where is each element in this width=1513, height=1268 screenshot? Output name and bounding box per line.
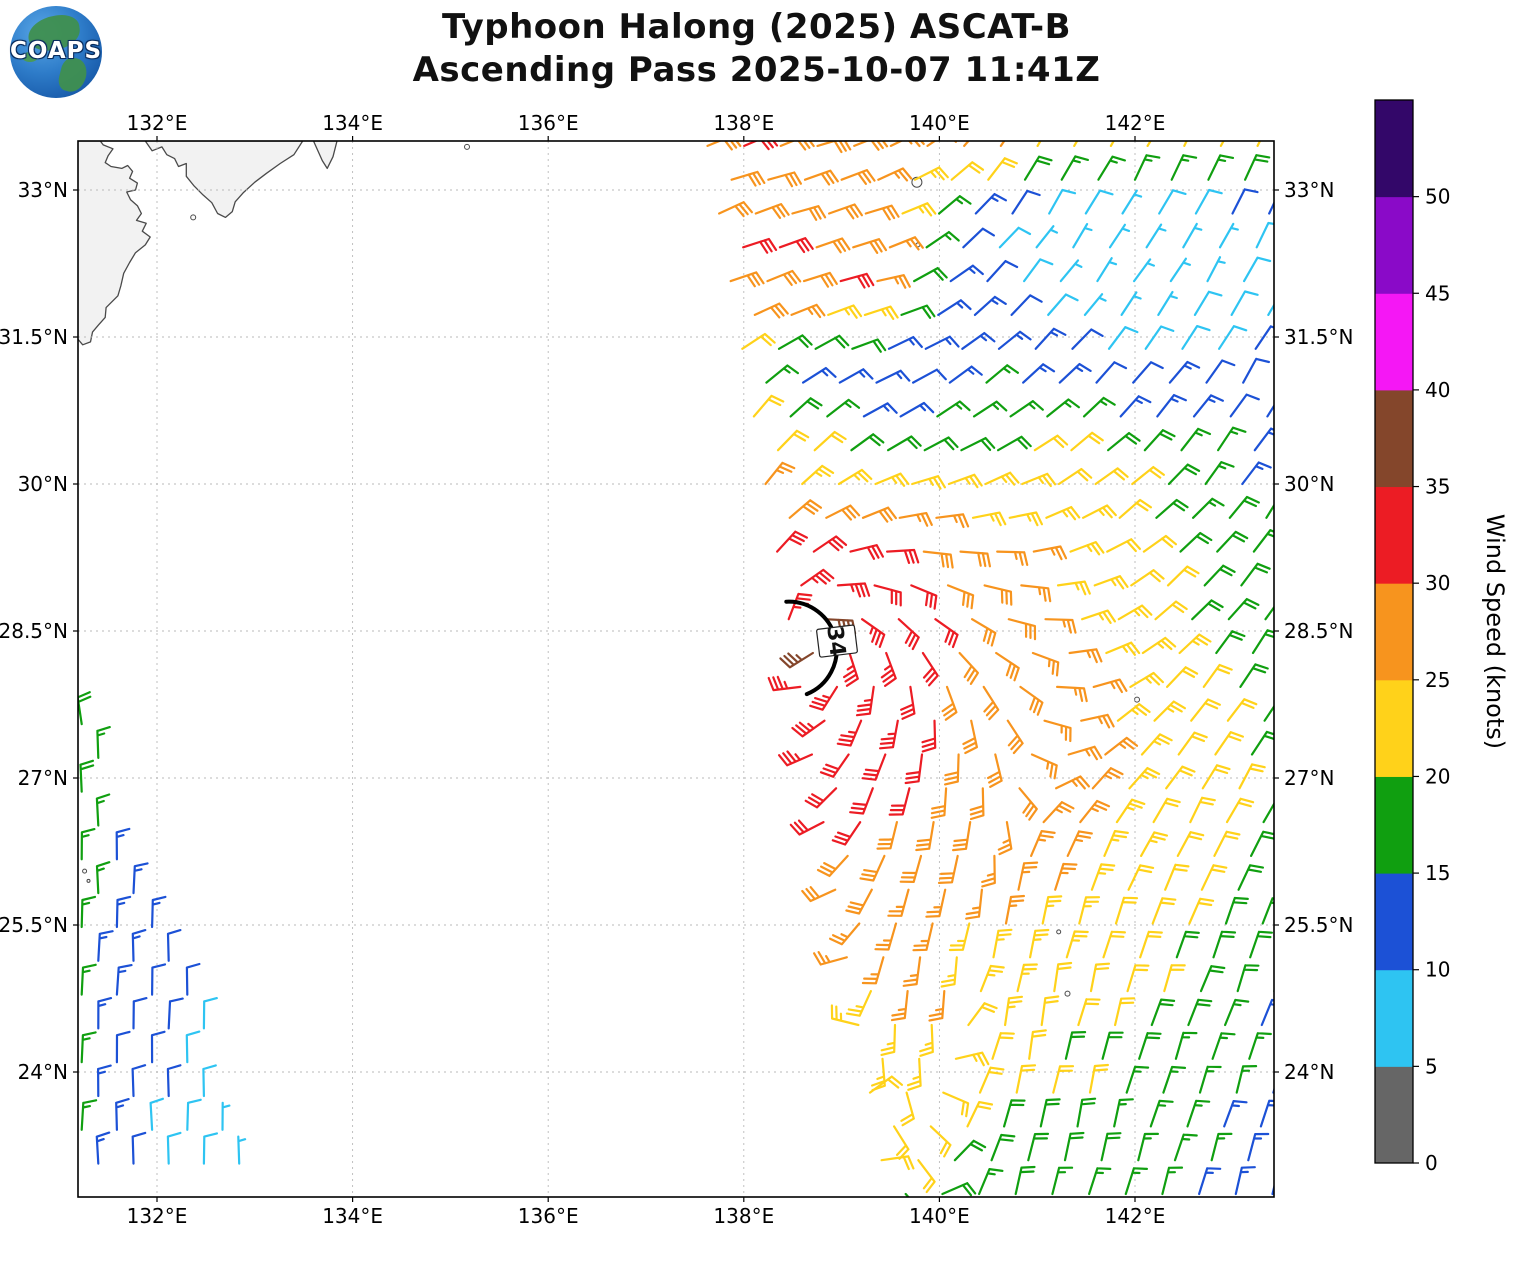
logo-text: COAPS	[10, 38, 103, 64]
colorbar-tick-label: 20	[1425, 764, 1450, 788]
coastline-layer	[78, 141, 1140, 997]
y-tick-label-right: 24°N	[1284, 1060, 1334, 1084]
y-tick-label-right: 31.5°N	[1284, 325, 1354, 349]
x-tick-label-top: 132°E	[127, 111, 188, 135]
y-tick-label-right: 25.5°N	[1284, 913, 1354, 937]
y-tick-label-right: 27°N	[1284, 766, 1334, 790]
axes-layer: 132°E 132°E 134°E 134°E 136°E 136°E 138°E 138°E…	[0, 111, 1354, 1228]
x-tick-label-bottom: 140°E	[909, 1204, 970, 1228]
x-tick-label-top: 134°E	[322, 111, 383, 135]
colorbar-tick-label: 25	[1425, 668, 1450, 692]
colorbar-tick-label: 45	[1425, 281, 1450, 305]
colorbar-tick-label: 5	[1425, 1054, 1438, 1078]
continent-shape	[22, 52, 38, 62]
coaps-logo: COAPS	[10, 6, 102, 98]
x-tick-label-top: 138°E	[713, 111, 774, 135]
x-tick-label-bottom: 134°E	[322, 1204, 383, 1228]
colorbar-tick-label: 30	[1425, 571, 1450, 595]
graticule-layer	[78, 141, 1274, 1197]
y-tick-label-left: 25.5°N	[0, 913, 68, 937]
y-tick-label-left: 28.5°N	[0, 619, 68, 643]
y-tick-label-left: 33°N	[18, 178, 68, 202]
colorbar: 0 5 10 15 20 25 30 35 40 45 50 Wind Speed (knots)	[1374, 99, 1509, 1175]
colorbar-tick-label: 10	[1425, 958, 1450, 982]
colorbar-tick-label: 50	[1425, 185, 1450, 209]
x-tick-label-bottom: 138°E	[713, 1204, 774, 1228]
colorbar-tick-label: 0	[1425, 1151, 1438, 1175]
x-tick-label-top: 142°E	[1105, 111, 1166, 135]
y-tick-label-left: 24°N	[18, 1060, 68, 1084]
y-tick-label-left: 31.5°N	[0, 325, 68, 349]
y-tick-label-right: 30°N	[1284, 472, 1334, 496]
colorbar-tick-label: 35	[1425, 475, 1450, 499]
x-tick-label-top: 140°E	[909, 111, 970, 135]
y-tick-label-right: 33°N	[1284, 178, 1334, 202]
x-tick-label-bottom: 132°E	[127, 1204, 188, 1228]
colorbar-tick-label: 15	[1425, 861, 1450, 885]
x-tick-label-bottom: 136°E	[518, 1204, 579, 1228]
colorbar-tick-label: 40	[1425, 378, 1450, 402]
x-tick-label-top: 136°E	[518, 111, 579, 135]
y-tick-label-left: 27°N	[18, 766, 68, 790]
x-tick-label-bottom: 142°E	[1105, 1204, 1166, 1228]
y-tick-label-left: 30°N	[18, 472, 68, 496]
colorbar-axis-label: Wind Speed (knots)	[1481, 514, 1509, 749]
r34-label: 34	[821, 625, 850, 658]
wind-barb-layer	[78, 141, 1274, 1197]
y-tick-label-right: 28.5°N	[1284, 619, 1354, 643]
r34-contour: 34	[784, 599, 858, 697]
